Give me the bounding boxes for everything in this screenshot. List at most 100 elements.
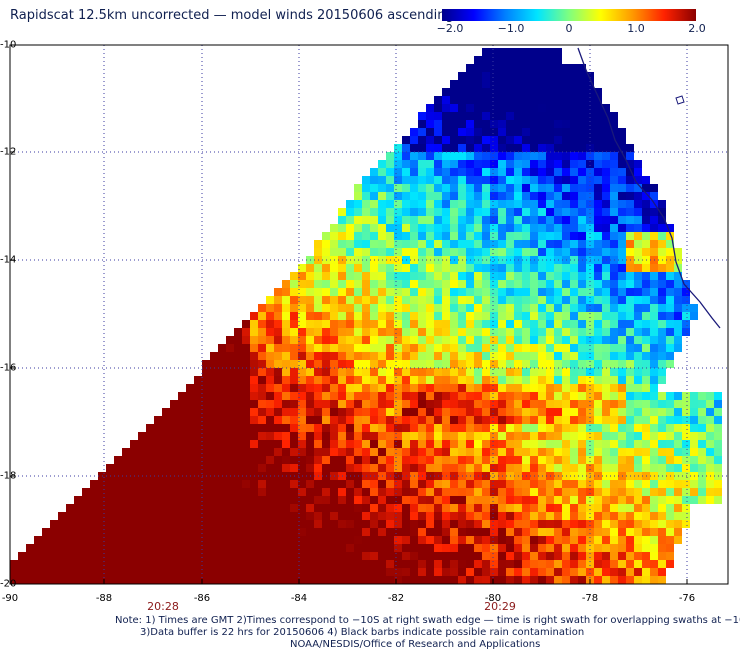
wind-difference-cell: [338, 552, 346, 560]
wind-difference-cell: [530, 56, 538, 64]
wind-difference-cell: [498, 224, 506, 232]
wind-difference-cell: [490, 80, 498, 88]
wind-difference-cell: [370, 288, 378, 296]
wind-difference-cell: [162, 544, 170, 552]
wind-difference-cell: [202, 368, 210, 376]
wind-difference-cell: [250, 544, 258, 552]
wind-difference-cell: [626, 328, 634, 336]
wind-difference-cell: [642, 504, 650, 512]
wind-difference-cell: [74, 504, 82, 512]
wind-difference-cell: [530, 224, 538, 232]
wind-difference-cell: [314, 272, 322, 280]
wind-difference-cell: [618, 544, 626, 552]
wind-difference-cell: [354, 496, 362, 504]
wind-difference-cell: [370, 328, 378, 336]
wind-difference-cell: [410, 392, 418, 400]
wind-difference-cell: [482, 48, 490, 56]
wind-difference-cell: [482, 232, 490, 240]
wind-difference-cell: [522, 128, 530, 136]
wind-difference-cell: [546, 272, 554, 280]
wind-difference-cell: [490, 336, 498, 344]
wind-difference-cell: [274, 568, 282, 576]
wind-difference-cell: [186, 560, 194, 568]
wind-difference-cell: [458, 440, 466, 448]
wind-difference-cell: [114, 488, 122, 496]
wind-difference-cell: [290, 520, 298, 528]
wind-difference-cell: [594, 264, 602, 272]
wind-difference-cell: [474, 72, 482, 80]
wind-difference-cell: [490, 176, 498, 184]
wind-difference-cell: [514, 576, 522, 584]
wind-difference-cell: [202, 496, 210, 504]
wind-difference-cell: [498, 112, 506, 120]
wind-difference-cell: [538, 224, 546, 232]
wind-difference-cell: [474, 496, 482, 504]
wind-difference-cell: [250, 416, 258, 424]
wind-difference-cell: [594, 344, 602, 352]
wind-difference-cell: [562, 448, 570, 456]
wind-difference-cell: [378, 344, 386, 352]
map-frame: [9, 44, 729, 585]
wind-difference-cell: [330, 360, 338, 368]
wind-difference-cell: [386, 376, 394, 384]
wind-difference-cell: [482, 56, 490, 64]
wind-difference-cell: [194, 568, 202, 576]
wind-difference-cell: [250, 448, 258, 456]
wind-difference-cell: [554, 448, 562, 456]
wind-difference-cell: [90, 552, 98, 560]
wind-difference-cell: [90, 520, 98, 528]
wind-difference-cell: [26, 552, 34, 560]
wind-difference-cell: [562, 128, 570, 136]
wind-difference-cell: [474, 184, 482, 192]
wind-difference-cell: [482, 184, 490, 192]
wind-difference-cell: [202, 544, 210, 552]
wind-difference-cell: [578, 128, 586, 136]
wind-difference-cell: [570, 528, 578, 536]
wind-difference-cell: [474, 544, 482, 552]
wind-difference-cell: [586, 80, 594, 88]
wind-difference-cell: [426, 416, 434, 424]
wind-difference-cell: [586, 96, 594, 104]
wind-difference-cell: [362, 504, 370, 512]
wind-difference-cell: [346, 264, 354, 272]
wind-difference-cell: [378, 296, 386, 304]
wind-difference-cell: [330, 496, 338, 504]
wind-difference-cell: [474, 552, 482, 560]
wind-difference-cell: [514, 528, 522, 536]
wind-difference-cell: [442, 104, 450, 112]
wind-difference-cell: [186, 488, 194, 496]
wind-difference-cell: [418, 520, 426, 528]
wind-difference-cell: [450, 560, 458, 568]
wind-difference-cell: [394, 400, 402, 408]
wind-difference-cell: [242, 344, 250, 352]
wind-difference-cell: [586, 384, 594, 392]
wind-difference-cell: [506, 160, 514, 168]
wind-difference-cell: [434, 416, 442, 424]
wind-difference-cell: [178, 416, 186, 424]
wind-difference-cell: [410, 152, 418, 160]
wind-difference-cell: [658, 248, 666, 256]
wind-difference-cell: [434, 544, 442, 552]
wind-difference-cell: [482, 368, 490, 376]
wind-difference-cell: [146, 520, 154, 528]
wind-difference-cell: [218, 512, 226, 520]
wind-difference-cell: [642, 480, 650, 488]
wind-difference-cell: [554, 432, 562, 440]
wind-difference-cell: [450, 80, 458, 88]
wind-difference-cell: [618, 448, 626, 456]
wind-difference-cell: [50, 576, 58, 584]
wind-difference-cell: [522, 224, 530, 232]
wind-difference-cell: [538, 216, 546, 224]
wind-difference-cell: [458, 544, 466, 552]
wind-difference-cell: [106, 464, 114, 472]
wind-difference-cell: [642, 296, 650, 304]
wind-difference-cell: [330, 464, 338, 472]
wind-difference-cell: [474, 88, 482, 96]
wind-difference-cell: [434, 424, 442, 432]
island-outline: [675, 95, 685, 105]
wind-difference-cell: [666, 408, 674, 416]
wind-difference-cell: [642, 456, 650, 464]
wind-difference-cell: [434, 432, 442, 440]
wind-difference-cell: [466, 112, 474, 120]
wind-difference-cell: [474, 112, 482, 120]
